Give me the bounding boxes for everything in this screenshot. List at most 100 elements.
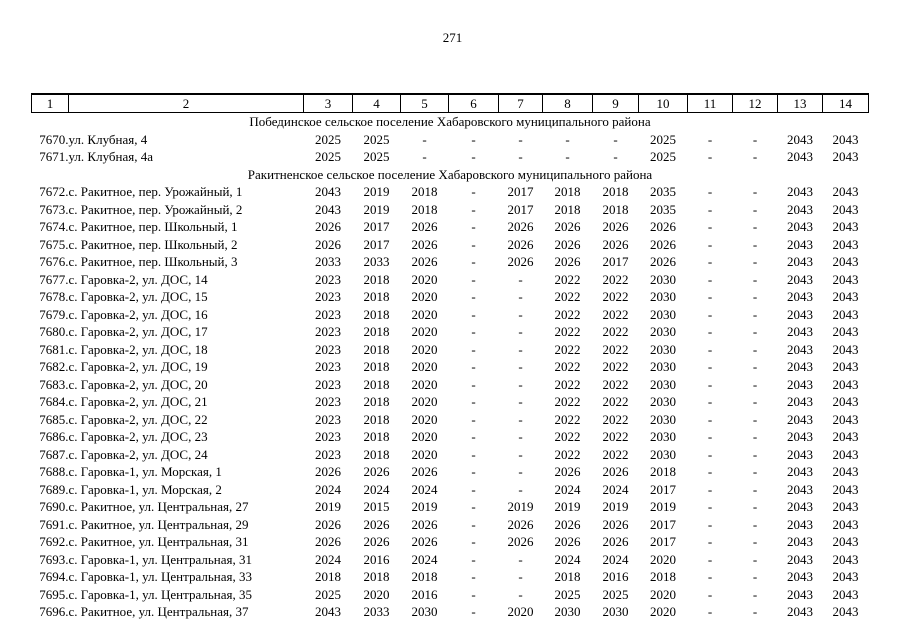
value-cell: 2024 bbox=[411, 551, 438, 567]
address-cell: с. Ракитное, ул. Центральная, 31 bbox=[68, 534, 249, 549]
value-cell: 2020 bbox=[411, 289, 438, 304]
value-cell: 2026 bbox=[411, 534, 438, 549]
value-cell: - bbox=[752, 341, 758, 357]
value-cell: 2030 bbox=[650, 429, 676, 444]
value-cell: 2016 bbox=[411, 586, 438, 602]
value-cell: 2020 bbox=[411, 411, 438, 427]
value-cell: - bbox=[707, 569, 713, 584]
value-cell: 2043 bbox=[787, 254, 813, 269]
table-row: 7670. ул. Клубная, 4 2025 2025 - - - - - 2025 - - 20… bbox=[32, 131, 869, 149]
value-cell: 2023 bbox=[315, 376, 341, 392]
value-cell: - bbox=[518, 341, 523, 357]
value-cell: 2043 bbox=[315, 184, 341, 199]
value-cell: - bbox=[471, 306, 476, 322]
value-cell: - bbox=[752, 289, 758, 304]
value-cell: 2018 bbox=[363, 394, 390, 409]
section-header-row: Ракитненское сельское поселение Хабаровс… bbox=[32, 166, 869, 184]
value-cell: 2043 bbox=[787, 376, 813, 392]
value-cell: 2043 bbox=[787, 411, 813, 427]
value-cell: 2026 bbox=[602, 534, 629, 549]
value-cell: 2023 bbox=[315, 324, 341, 339]
value-cell: 2043 bbox=[832, 306, 859, 322]
value-cell: 2025 bbox=[554, 586, 581, 602]
value-cell: 2017 bbox=[650, 481, 676, 497]
value-cell: 2030 bbox=[411, 604, 438, 619]
address-cell: с. Гаровка-2, ул. ДОС, 20 bbox=[68, 376, 208, 392]
value-cell: - bbox=[707, 131, 713, 147]
value-cell: 2022 bbox=[602, 376, 629, 392]
value-cell: 2015 bbox=[363, 499, 390, 514]
table-row: 7678. с. Гаровка-2, ул. ДОС, 15 2023 2018 20… bbox=[32, 288, 869, 306]
value-cell: - bbox=[752, 464, 758, 479]
value-cell: - bbox=[565, 149, 570, 164]
value-cell: 2043 bbox=[832, 271, 859, 287]
value-cell: 2019 bbox=[363, 201, 390, 217]
value-cell: 2026 bbox=[363, 516, 390, 532]
value-cell: 2024 bbox=[554, 481, 581, 497]
value-cell: 2043 bbox=[832, 604, 859, 619]
address-cell: с. Гаровка-1, ул. Центральная, 33 bbox=[68, 569, 252, 584]
value-cell: 2024 bbox=[315, 551, 341, 567]
value-cell: 2022 bbox=[602, 324, 629, 339]
column-header: 4 bbox=[352, 93, 401, 113]
value-cell: 2020 bbox=[650, 551, 676, 567]
value-cell: - bbox=[471, 534, 476, 549]
value-cell: 2043 bbox=[787, 271, 813, 287]
value-cell: - bbox=[707, 254, 713, 269]
value-cell: - bbox=[471, 481, 476, 497]
section-header-row: Побединское сельское поселение Хабаровск… bbox=[32, 113, 869, 131]
value-cell: 2019 bbox=[315, 499, 341, 514]
value-cell: 2019 bbox=[650, 499, 676, 514]
address-cell: с. Гаровка-2, ул. ДОС, 23 bbox=[68, 429, 208, 444]
column-header: 10 bbox=[638, 93, 688, 113]
value-cell: - bbox=[471, 236, 476, 252]
value-cell: 2018 bbox=[554, 201, 581, 217]
value-cell: 2017 bbox=[602, 254, 629, 269]
value-cell: - bbox=[518, 411, 523, 427]
value-cell: - bbox=[518, 131, 523, 147]
value-cell: - bbox=[707, 324, 713, 339]
value-cell: 2018 bbox=[363, 324, 390, 339]
value-cell: 2043 bbox=[832, 184, 859, 199]
value-cell: 2022 bbox=[602, 341, 629, 357]
value-cell: 2018 bbox=[602, 184, 629, 199]
value-cell: 2018 bbox=[363, 429, 390, 444]
value-cell: - bbox=[518, 359, 523, 374]
row-number: 7689. bbox=[39, 481, 69, 497]
value-cell: 2022 bbox=[602, 289, 629, 304]
table-row: 7691. с. Ракитное, ул. Центральная, 29 202… bbox=[32, 516, 869, 534]
value-cell: 2026 bbox=[363, 534, 390, 549]
column-header: 1 bbox=[31, 93, 69, 113]
value-cell: 2026 bbox=[602, 236, 629, 252]
table-row: 7674. с. Ракитное, пер. Школьный, 1 2026 20… bbox=[32, 218, 869, 236]
value-cell: 2024 bbox=[363, 481, 390, 497]
value-cell: - bbox=[471, 446, 476, 462]
value-cell: - bbox=[471, 394, 476, 409]
value-cell: - bbox=[707, 411, 713, 427]
value-cell: 2020 bbox=[650, 604, 676, 619]
value-cell: 2030 bbox=[650, 411, 676, 427]
value-cell: - bbox=[518, 289, 523, 304]
value-cell: 2026 bbox=[411, 236, 438, 252]
value-cell: 2043 bbox=[787, 604, 813, 619]
value-cell: - bbox=[471, 271, 476, 287]
value-cell: 2026 bbox=[602, 219, 629, 234]
value-cell: 2043 bbox=[787, 219, 813, 234]
address-cell: с. Гаровка-2, ул. ДОС, 22 bbox=[68, 411, 208, 427]
value-cell: - bbox=[752, 411, 758, 427]
value-cell: 2030 bbox=[650, 324, 676, 339]
value-cell: 2023 bbox=[315, 446, 341, 462]
value-cell: 2043 bbox=[787, 464, 813, 479]
value-cell: - bbox=[707, 306, 713, 322]
value-cell: 2023 bbox=[315, 394, 341, 409]
value-cell: - bbox=[707, 499, 713, 514]
value-cell: - bbox=[518, 551, 523, 567]
row-number: 7692. bbox=[39, 534, 69, 549]
value-cell: 2017 bbox=[650, 516, 676, 532]
row-number: 7675. bbox=[39, 236, 69, 252]
table-row: 7672. с. Ракитное, пер. Урожайный, 1 2043 2… bbox=[32, 183, 869, 201]
value-cell: 2043 bbox=[832, 499, 859, 514]
value-cell: 2043 bbox=[787, 289, 813, 304]
value-cell: 2024 bbox=[602, 551, 629, 567]
row-number: 7683. bbox=[39, 376, 69, 392]
